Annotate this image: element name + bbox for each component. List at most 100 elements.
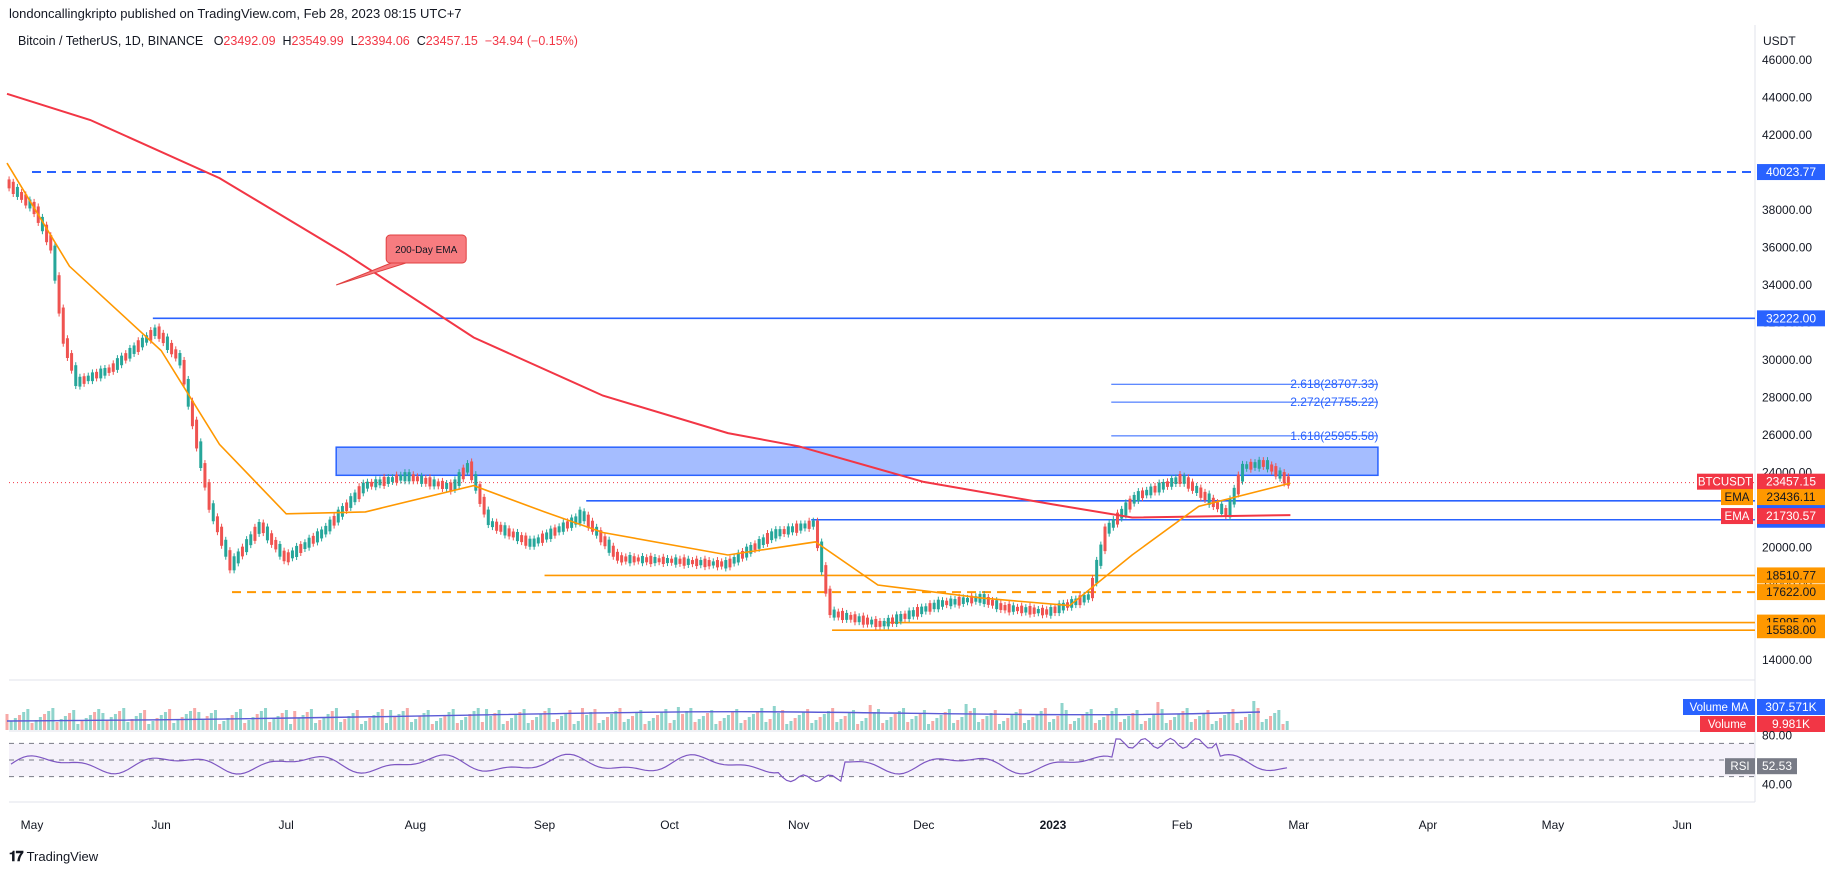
y-tick-label: 34000.00 — [1762, 278, 1812, 292]
volume-bar — [806, 709, 810, 730]
x-tick-label: Jun — [151, 818, 170, 832]
candle-body — [665, 558, 669, 564]
volume-bar — [1127, 716, 1131, 730]
candle-body — [461, 467, 465, 480]
ema-short-line[interactable] — [6, 162, 1291, 607]
candle-body — [1207, 493, 1211, 505]
volume-bar — [818, 717, 822, 730]
volume-bar — [172, 723, 176, 730]
candle-body — [1040, 607, 1044, 616]
volume-bar — [668, 723, 672, 730]
footer-brand-label: TradingView — [26, 849, 99, 864]
volume-bar — [580, 708, 584, 730]
candle-body — [603, 536, 607, 547]
x-tick-label: Sep — [534, 818, 556, 832]
x-tick-label: May — [1542, 818, 1565, 832]
candle-body — [357, 486, 361, 500]
candle-body — [78, 376, 82, 387]
candle-body — [1261, 460, 1265, 467]
candle-body — [74, 365, 78, 387]
volume-bar — [935, 718, 939, 730]
ema-200-line[interactable] — [6, 92, 1291, 519]
candle-body — [811, 520, 815, 527]
candle-body — [1191, 481, 1195, 491]
volume-bar — [1264, 719, 1268, 730]
candle-body — [24, 194, 28, 206]
candle-body — [149, 330, 153, 341]
y-tick-label: 28000.00 — [1762, 391, 1812, 405]
volume-bar — [852, 710, 856, 730]
volume-bar — [530, 720, 534, 730]
candle-body — [853, 614, 857, 623]
volume-bar — [1239, 720, 1243, 730]
symbol-title: Bitcoin / TetherUS, 1D, BINANCE — [18, 34, 204, 48]
candle-body — [240, 546, 244, 557]
price-tag-name-box — [1721, 508, 1753, 525]
volume-bar — [63, 716, 67, 730]
annotation-callout[interactable] — [385, 234, 467, 264]
volume-bar — [618, 708, 622, 730]
candle-body — [257, 522, 261, 534]
volume-bar — [1093, 723, 1097, 730]
volume-bar — [922, 710, 926, 730]
candle-body — [86, 375, 90, 382]
candle-body — [411, 474, 415, 482]
candle-body — [328, 519, 332, 532]
volume-bar — [597, 723, 601, 730]
volume-bar — [1022, 723, 1026, 730]
candle-body — [1049, 607, 1053, 616]
volume-bar — [134, 716, 138, 730]
candle-body — [920, 606, 924, 615]
candle-body — [695, 558, 699, 567]
candle-body — [615, 551, 619, 561]
candle-body — [390, 477, 394, 482]
candle-body — [320, 529, 324, 539]
candle-body — [1132, 494, 1136, 504]
volume-bar — [585, 715, 589, 730]
candle-body — [995, 600, 999, 610]
candle-body — [511, 531, 515, 538]
candle-body — [220, 526, 224, 546]
candle-body — [1032, 607, 1036, 614]
candle-body — [790, 526, 794, 533]
candle-body — [403, 472, 407, 482]
volume-bar — [1047, 722, 1051, 730]
volume-bar — [122, 708, 126, 730]
candle-body — [857, 616, 861, 623]
volume-bar — [872, 712, 876, 730]
candle-body — [445, 482, 449, 489]
candle-body — [432, 479, 436, 487]
candle-body — [178, 353, 182, 366]
candle-body — [1024, 607, 1028, 613]
level-price-label: 18510.77 — [1766, 568, 1816, 582]
price-tag-name-box — [1721, 489, 1753, 506]
candle-body — [399, 474, 403, 481]
candle-body — [1245, 464, 1249, 469]
volume-bar — [560, 716, 564, 730]
candle-body — [970, 595, 974, 604]
volume-bar — [943, 712, 947, 730]
volume-bar — [1152, 715, 1156, 730]
candle-body — [136, 340, 140, 352]
candle-body — [1028, 605, 1032, 615]
volume-bar — [906, 722, 910, 730]
candle-body — [957, 596, 961, 606]
volume-bar — [889, 717, 893, 730]
resistance-zone[interactable] — [335, 446, 1379, 477]
volume-bar — [768, 719, 772, 730]
candle-body — [595, 526, 599, 536]
volume-bar — [59, 719, 63, 730]
volume-bar — [476, 708, 480, 730]
x-tick-label: Jun — [1672, 818, 1691, 832]
candle-body — [711, 561, 715, 566]
candle-body — [120, 355, 124, 366]
candle-body — [753, 543, 757, 550]
candle-body — [1015, 606, 1019, 612]
volume-bar — [751, 714, 755, 730]
volume-bar — [764, 722, 768, 730]
candle-body — [420, 475, 424, 484]
volume-bar — [1031, 717, 1035, 730]
candle-body — [849, 614, 853, 620]
volume-bar — [1277, 710, 1281, 730]
